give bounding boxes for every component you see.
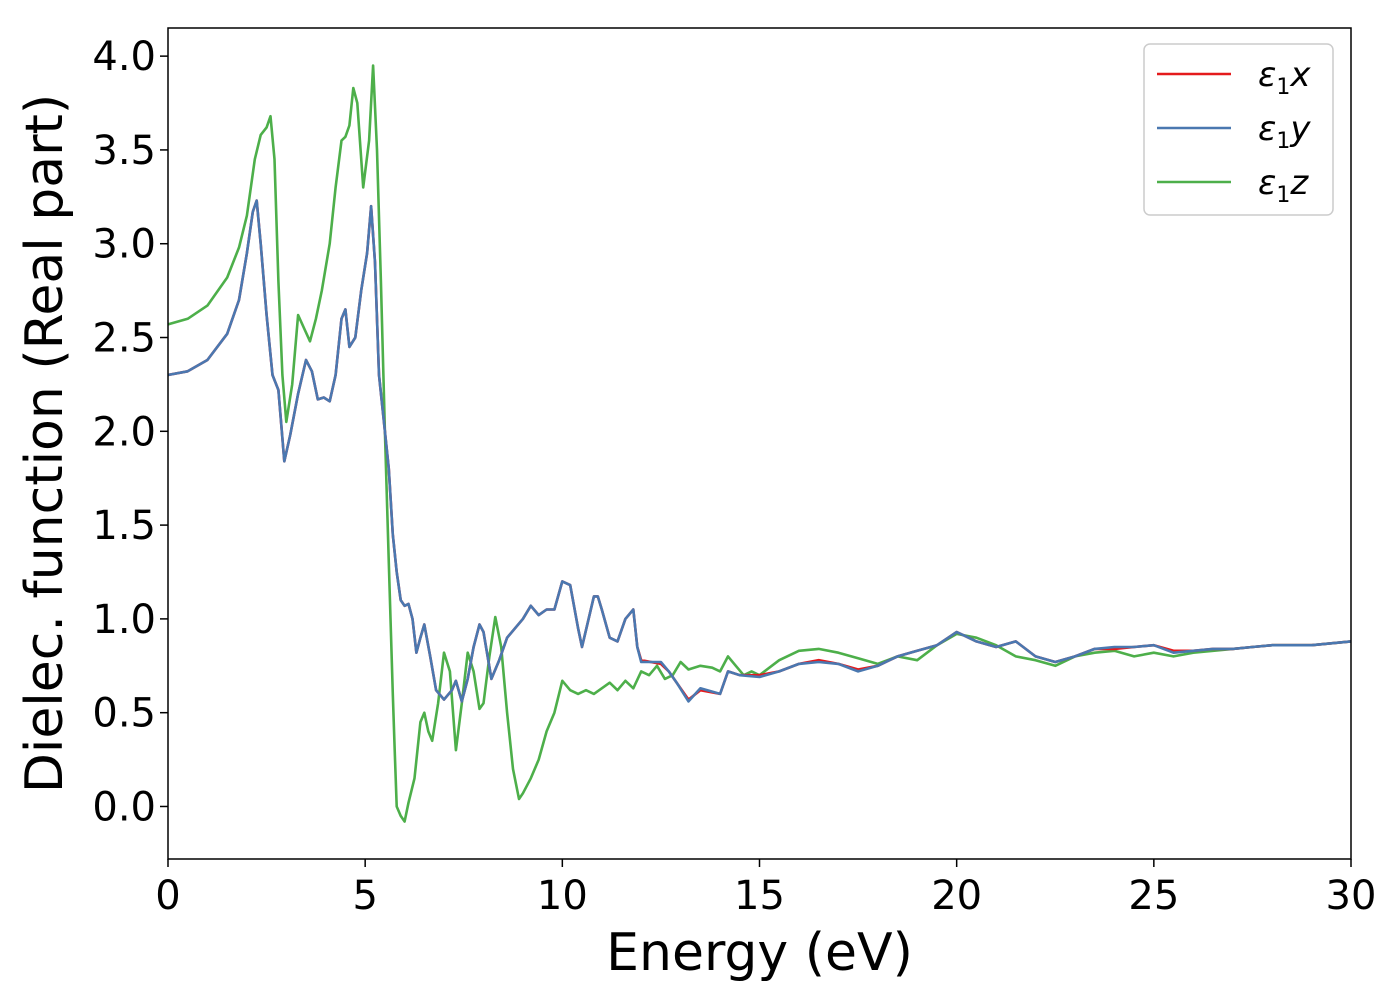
y-axis-label: Dielec. function (Real part)	[15, 94, 75, 793]
x-tick-label: 25	[1128, 873, 1179, 919]
x-tick-label: 20	[931, 873, 982, 919]
y-tick-label: 1.0	[92, 597, 156, 643]
legend-label-x: ε1x	[1258, 55, 1311, 100]
y-tick-label: 2.0	[92, 409, 156, 455]
y-tick-label: 3.0	[92, 222, 156, 268]
legend-subscript: 1	[1276, 183, 1290, 208]
legend-epsilon: ε	[1258, 109, 1276, 149]
legend-subscript: 1	[1276, 75, 1290, 100]
legend-component: z	[1289, 163, 1309, 203]
x-axis: 0 5 10 15 20 25 30	[155, 859, 1376, 919]
y-axis: 0.0 0.5 1.0 1.5 2.0 2.5 3.0 3.5 4.0	[92, 34, 168, 830]
legend-label-y: ε1y	[1258, 109, 1311, 154]
y-tick-label: 4.0	[92, 34, 156, 80]
series-line-y	[168, 199, 1351, 703]
y-tick-label: 3.5	[92, 128, 156, 174]
legend-epsilon: ε	[1258, 55, 1276, 95]
legend-epsilon: ε	[1258, 163, 1276, 203]
x-tick-label: 15	[734, 873, 785, 919]
y-tick-label: 1.5	[92, 503, 156, 549]
y-tick-label: 0.5	[92, 691, 156, 737]
series-line-x	[168, 199, 1351, 703]
legend-component: x	[1289, 55, 1311, 95]
legend-component: y	[1289, 109, 1311, 149]
legend-label-z: ε1z	[1258, 163, 1309, 208]
x-tick-label: 0	[155, 873, 180, 919]
legend-subscript: 1	[1276, 129, 1290, 154]
legend-box	[1143, 43, 1334, 216]
y-tick-label: 2.5	[92, 316, 156, 362]
series-layer	[168, 64, 1351, 823]
x-tick-label: 5	[352, 873, 377, 919]
x-tick-label: 10	[537, 873, 588, 919]
y-tick-label: 0.0	[92, 784, 156, 830]
x-tick-label: 30	[1326, 873, 1377, 919]
x-axis-label: Energy (eV)	[606, 923, 913, 983]
